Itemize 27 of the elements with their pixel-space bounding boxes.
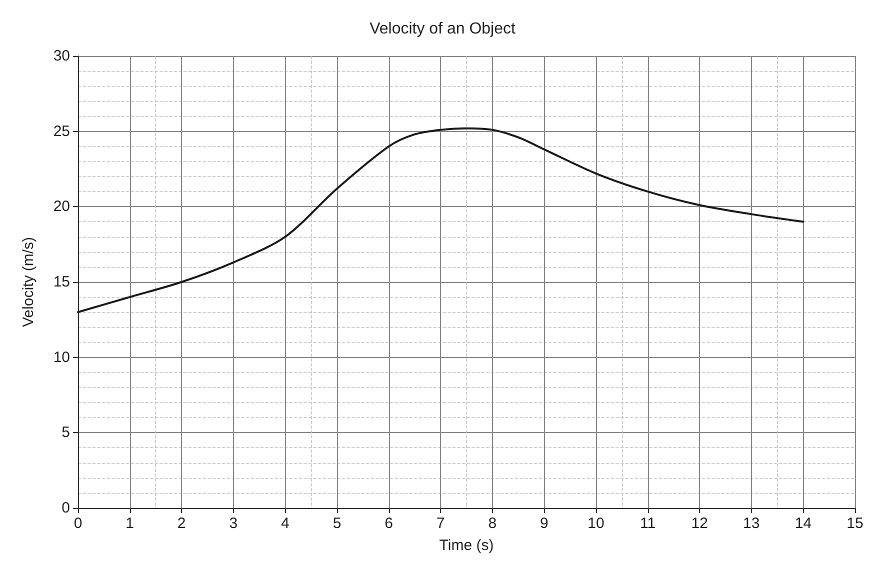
chart-title: Velocity of an Object [370,20,516,38]
x-tick-label: 4 [281,515,290,532]
x-tick-label: 5 [332,515,342,532]
x-tick-label: 6 [384,515,393,532]
y-tick-label: 20 [53,198,70,216]
x-tick-label: 14 [794,515,812,532]
x-axis-title: Time (s) [439,537,494,554]
x-tick-label: 11 [640,515,656,532]
x-tick-label: 9 [540,515,548,532]
x-tick-label: 8 [488,515,497,532]
x-tick-label: 1 [126,515,134,532]
x-tick-label: 12 [691,515,708,532]
y-tick-label: 0 [62,500,70,516]
y-tick-label: 25 [53,122,70,140]
y-tick-label: 15 [53,274,70,290]
x-tick-label: 3 [229,515,238,532]
y-tick-label: 5 [62,424,70,442]
x-tick-label: 13 [743,515,760,532]
x-tick-label: 0 [74,515,82,532]
x-tick-label: 15 [846,515,864,532]
x-tick-label: 7 [436,515,445,532]
y-axis-title: Velocity (m/s) [20,236,37,328]
y-tick-label: 10 [53,348,70,366]
x-tick-label: 10 [588,515,604,532]
x-tick-label: 2 [177,515,186,532]
y-tick-label: 30 [53,48,70,64]
line-series [77,127,804,314]
